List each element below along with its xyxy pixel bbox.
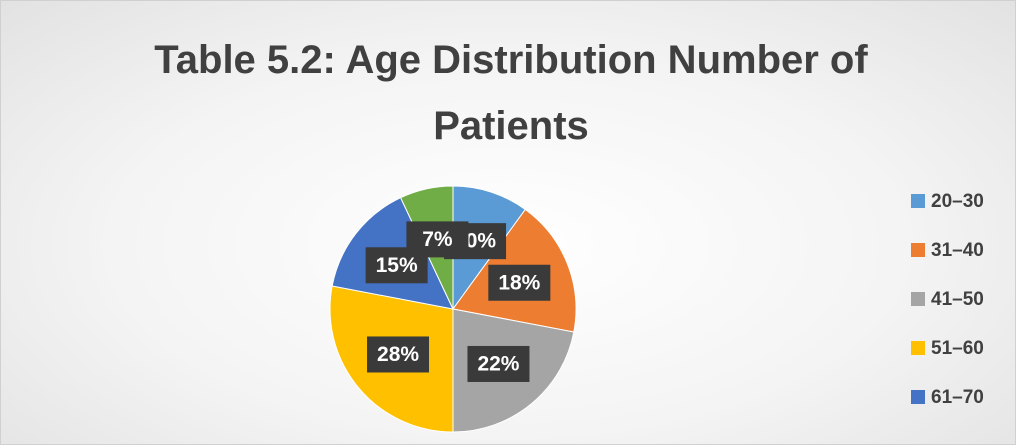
data-label: 22% bbox=[477, 353, 519, 376]
data-label: 28% bbox=[377, 343, 419, 366]
legend-label: 41–50 bbox=[931, 289, 984, 310]
legend-swatch bbox=[911, 194, 925, 208]
legend-swatch bbox=[911, 243, 925, 257]
data-label: 7% bbox=[422, 228, 453, 251]
data-label-box bbox=[367, 336, 430, 373]
legend-swatch bbox=[911, 390, 925, 404]
legend-label: 51–60 bbox=[931, 338, 984, 359]
legend-label: 61–70 bbox=[931, 387, 984, 408]
legend-label: 31–40 bbox=[931, 240, 984, 261]
chart-title: Table 5.2: Age Distribution Number of Pa… bbox=[154, 38, 868, 148]
data-label-box bbox=[406, 221, 469, 258]
legend-label: 20–30 bbox=[931, 191, 984, 212]
data-label-box bbox=[467, 345, 530, 382]
data-label-box bbox=[488, 264, 551, 301]
legend-swatch bbox=[911, 292, 925, 306]
data-label: 18% bbox=[498, 271, 540, 294]
legend-swatch bbox=[911, 341, 925, 355]
data-label: 15% bbox=[376, 254, 418, 277]
